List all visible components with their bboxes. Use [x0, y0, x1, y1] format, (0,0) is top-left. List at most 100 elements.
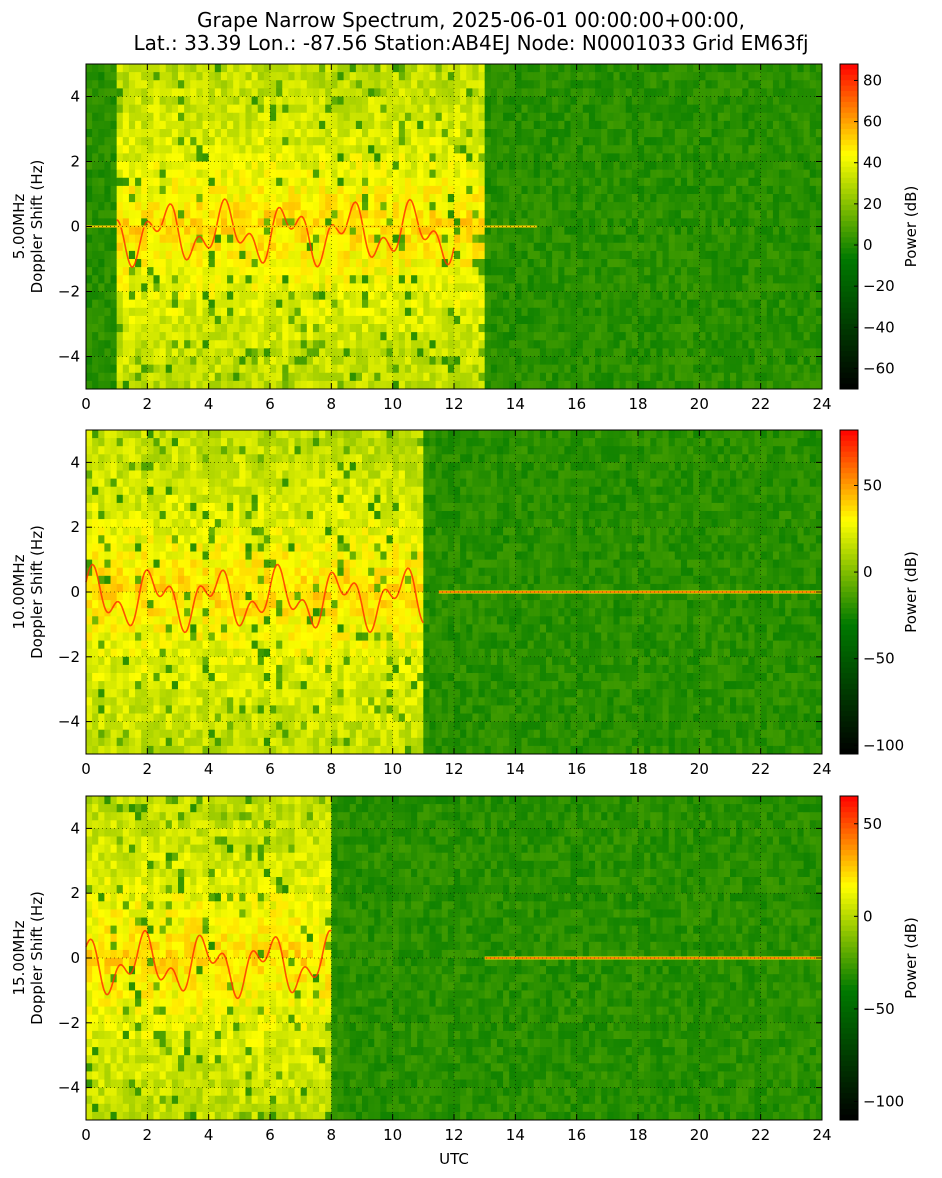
spectrogram-cell: [785, 380, 792, 390]
spectrogram-cell: [404, 80, 412, 89]
spectrogram-cell: [135, 96, 142, 106]
spectrogram-cell: [171, 307, 179, 317]
spectrogram-cell: [717, 88, 725, 97]
spectrogram-cell: [582, 259, 590, 268]
spectrogram-cell: [122, 315, 130, 325]
spectrogram-cell: [736, 340, 743, 349]
spectrogram-cell: [447, 364, 455, 374]
spectrogram-cell: [809, 169, 817, 179]
colorbar-segment: [840, 275, 858, 282]
spectrogram-cell: [687, 169, 694, 179]
spectrogram-cell: [349, 112, 357, 122]
spectrogram-cell: [564, 234, 571, 244]
spectrogram-cell: [417, 267, 424, 276]
spectrogram-cell: [466, 120, 473, 130]
spectrogram-cell: [263, 137, 271, 146]
spectrogram-cell: [220, 145, 228, 154]
spectrogram-cell: [239, 234, 246, 244]
spectrogram-cell: [484, 332, 492, 341]
spectrogram-cell: [809, 137, 817, 146]
spectrogram-cell: [496, 202, 504, 211]
spectrogram-cell: [135, 267, 142, 276]
spectrogram-cell: [214, 210, 222, 219]
spectrogram-cell: [607, 210, 614, 219]
spectrogram-cell: [631, 275, 639, 284]
spectrogram-cell: [319, 356, 326, 366]
spectrogram-cell: [472, 275, 479, 284]
spectrogram-cell: [312, 364, 320, 374]
spectrogram-cell: [515, 169, 522, 179]
spectrogram-cell: [711, 250, 719, 260]
spectrogram-cell: [245, 161, 252, 171]
spectrogram-cell: [662, 324, 670, 333]
spectrogram-cell: [674, 250, 682, 260]
spectrogram-cell: [110, 112, 118, 122]
spectrogram-cell: [613, 250, 620, 260]
spectrogram-cell: [441, 267, 449, 276]
spectrogram-cell: [257, 64, 265, 73]
spectrogram-cell: [331, 72, 338, 81]
spectrogram-cell: [300, 169, 308, 179]
spectrogram-cell: [582, 372, 590, 382]
spectrogram-cell: [595, 210, 602, 219]
spectrogram-cell: [257, 332, 265, 341]
spectrogram-cell: [638, 145, 645, 154]
spectrogram-cell: [797, 372, 804, 382]
spectrogram-cell: [441, 364, 449, 374]
spectrogram-cell: [135, 210, 142, 219]
spectrogram-cell: [392, 137, 400, 146]
spectrogram-cell: [736, 129, 743, 138]
spectrogram-cell: [484, 104, 492, 114]
spectrogram-cell: [588, 332, 596, 341]
spectrogram-cell: [521, 80, 528, 89]
spectrogram-cell: [153, 356, 160, 366]
spectrogram-cell: [288, 64, 295, 73]
spectrogram-cell: [797, 185, 804, 195]
spectrogram-cell: [478, 80, 486, 89]
spectrogram-cell: [515, 364, 522, 374]
spectrogram-cell: [202, 120, 210, 130]
spectrogram-cell: [447, 194, 455, 203]
spectrogram-cell: [257, 372, 265, 382]
spectrogram-cell: [386, 307, 394, 317]
spectrogram-cell: [165, 218, 173, 227]
spectrogram-cell: [521, 202, 528, 211]
spectrogram-cell: [319, 88, 326, 97]
spectrogram-cell: [564, 177, 571, 187]
spectrogram-cell: [233, 364, 240, 374]
spectrogram-cell: [300, 80, 308, 89]
spectrogram-cell: [392, 380, 400, 390]
spectrogram-cell: [282, 218, 289, 227]
spectrogram-cell: [208, 259, 216, 268]
colorbar-segment: [840, 237, 858, 244]
spectrogram-cell: [98, 307, 105, 317]
spectrogram-cell: [159, 80, 167, 89]
spectrogram-cell: [331, 137, 338, 146]
spectrogram-cell: [515, 202, 522, 211]
spectrogram-cell: [184, 275, 191, 284]
spectrogram-cell: [423, 364, 430, 374]
colorbar-segment: [840, 69, 858, 76]
spectrogram-cell: [539, 315, 547, 325]
spectrogram-cell: [754, 348, 762, 357]
spectrogram-cell: [171, 356, 179, 366]
spectrogram-cell: [343, 291, 351, 301]
spectrogram-cell: [135, 372, 142, 382]
spectrogram-cell: [711, 283, 719, 292]
spectrogram-cell: [141, 340, 148, 349]
spectrogram-cell: [276, 120, 283, 130]
spectrogram-cell: [638, 137, 645, 146]
spectrogram-cell: [607, 64, 614, 73]
spectrogram-cell: [270, 315, 277, 325]
spectrogram-cell: [104, 291, 111, 301]
spectrogram-cell: [779, 332, 786, 341]
spectrogram-cell: [705, 348, 712, 357]
spectrogram-cell: [343, 332, 351, 341]
spectrogram-cell: [607, 120, 614, 130]
spectrogram-cell: [607, 177, 614, 187]
spectrogram-cell: [552, 169, 559, 179]
spectrogram-cell: [159, 72, 167, 81]
colorbar-segment: [840, 367, 858, 374]
spectrogram-cell: [141, 145, 148, 154]
spectrogram-cell: [417, 332, 424, 341]
